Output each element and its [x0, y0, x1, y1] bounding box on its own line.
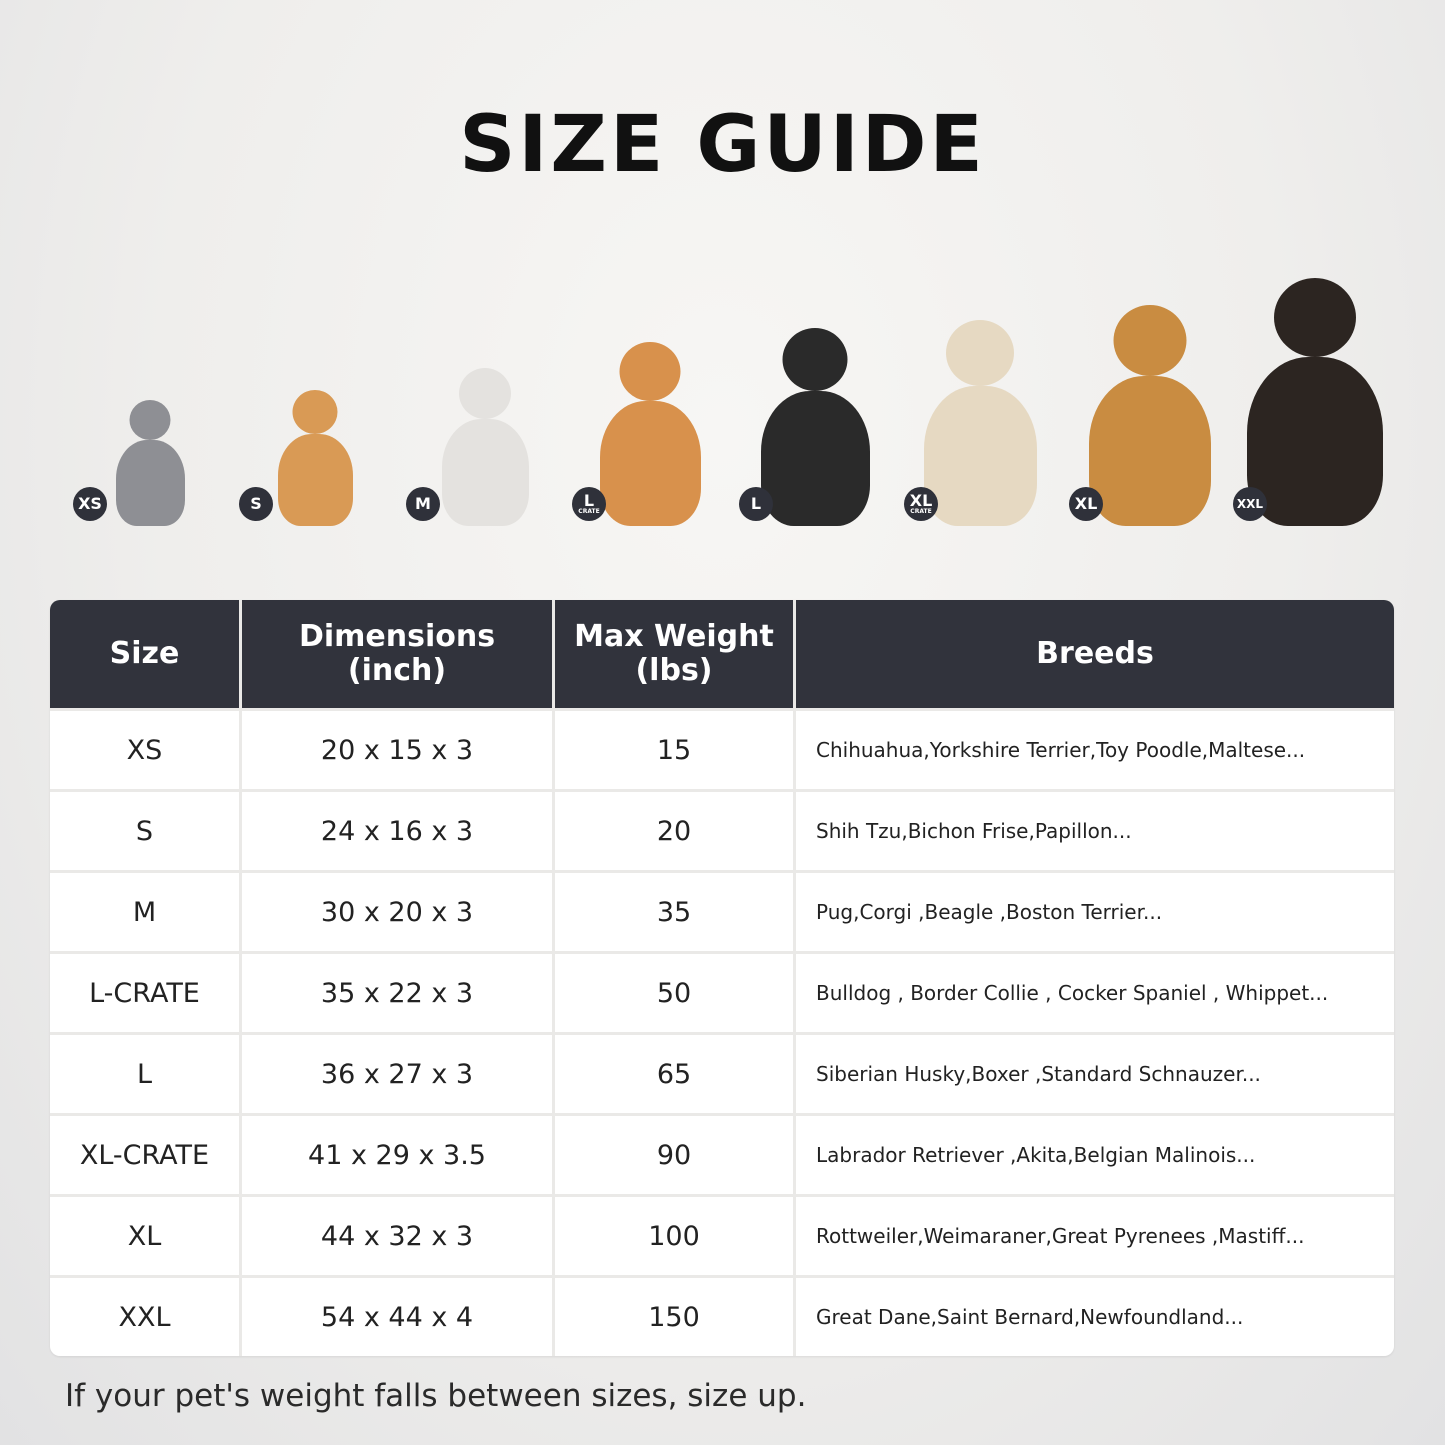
dimensions-cell: 36 x 27 x 3 [242, 1035, 552, 1113]
dimensions-cell: 54 x 44 x 4 [242, 1278, 552, 1356]
dimensions-cell: 44 x 32 x 3 [242, 1197, 552, 1275]
size-badge: M [406, 487, 440, 521]
pet-image [760, 328, 870, 526]
pet-image [1247, 278, 1383, 526]
size-badge: XL [1069, 487, 1103, 521]
weight-cell: 50 [555, 954, 793, 1032]
table-row: L-CRATE 35 x 22 x 3 50 Bulldog , Border … [50, 954, 1394, 1032]
dimensions-cell: 20 x 15 x 3 [242, 711, 552, 789]
pet-lineup: XS S M L CRATE L XL CRATE XL XXL [0, 260, 1445, 540]
dimensions-cell: 30 x 20 x 3 [242, 873, 552, 951]
dimensions-cell: 41 x 29 x 3.5 [242, 1116, 552, 1194]
size-badge: XS [73, 487, 107, 521]
size-badge: XXL [1233, 487, 1267, 521]
header-max-weight: Max Weight (lbs) [555, 600, 793, 708]
breeds-cell: Rottweiler,Weimaraner,Great Pyrenees ,Ma… [796, 1197, 1394, 1275]
table-row: M 30 x 20 x 3 35 Pug,Corgi ,Beagle ,Bost… [50, 873, 1394, 951]
weight-cell: 65 [555, 1035, 793, 1113]
dimensions-cell: 35 x 22 x 3 [242, 954, 552, 1032]
size-cell: XL-CRATE [50, 1116, 239, 1194]
breeds-cell: Pug,Corgi ,Beagle ,Boston Terrier... [796, 873, 1394, 951]
size-cell: S [50, 792, 239, 870]
size-cell: XS [50, 711, 239, 789]
pet-image [441, 368, 529, 526]
table-row: S 24 x 16 x 3 20 Shih Tzu,Bichon Frise,P… [50, 792, 1394, 870]
page-title: SIZE GUIDE [459, 100, 986, 190]
size-cell: L-CRATE [50, 954, 239, 1032]
weight-cell: 20 [555, 792, 793, 870]
table-row: XXL 54 x 44 x 4 150 Great Dane,Saint Ber… [50, 1278, 1394, 1356]
header-size: Size [50, 600, 239, 708]
size-cell: XL [50, 1197, 239, 1275]
pet-image [1089, 305, 1211, 526]
breeds-cell: Bulldog , Border Collie , Cocker Spaniel… [796, 954, 1394, 1032]
size-cell: XXL [50, 1278, 239, 1356]
pet-image [277, 390, 353, 526]
size-badge: L [739, 487, 773, 521]
weight-cell: 100 [555, 1197, 793, 1275]
size-cell: M [50, 873, 239, 951]
breeds-cell: Labrador Retriever ,Akita,Belgian Malino… [796, 1116, 1394, 1194]
weight-cell: 150 [555, 1278, 793, 1356]
weight-cell: 90 [555, 1116, 793, 1194]
header-dimensions: Dimensions (inch) [242, 600, 552, 708]
table-row: XS 20 x 15 x 3 15 Chihuahua,Yorkshire Te… [50, 711, 1394, 789]
weight-cell: 15 [555, 711, 793, 789]
header-breeds: Breeds [796, 600, 1394, 708]
breeds-cell: Siberian Husky,Boxer ,Standard Schnauzer… [796, 1035, 1394, 1113]
size-badge: S [239, 487, 273, 521]
pet-image [599, 342, 701, 526]
pet-image [115, 400, 185, 526]
table-row: XL-CRATE 41 x 29 x 3.5 90 Labrador Retri… [50, 1116, 1394, 1194]
size-badge: XL CRATE [904, 487, 938, 521]
breeds-cell: Shih Tzu,Bichon Frise,Papillon... [796, 792, 1394, 870]
size-cell: L [50, 1035, 239, 1113]
breeds-cell: Great Dane,Saint Bernard,Newfoundland... [796, 1278, 1394, 1356]
size-table: Size Dimensions (inch) Max Weight (lbs) Br… [50, 600, 1394, 1356]
table-header-row: Size Dimensions (inch) Max Weight (lbs) Br… [50, 600, 1394, 708]
pet-image [923, 320, 1037, 526]
dimensions-cell: 24 x 16 x 3 [242, 792, 552, 870]
sizing-note: If your pet's weight falls between sizes… [65, 1378, 807, 1414]
table-row: XL 44 x 32 x 3 100 Rottweiler,Weimaraner… [50, 1197, 1394, 1275]
size-badge: L CRATE [572, 487, 606, 521]
breeds-cell: Chihuahua,Yorkshire Terrier,Toy Poodle,M… [796, 711, 1394, 789]
table-row: L 36 x 27 x 3 65 Siberian Husky,Boxer ,S… [50, 1035, 1394, 1113]
weight-cell: 35 [555, 873, 793, 951]
